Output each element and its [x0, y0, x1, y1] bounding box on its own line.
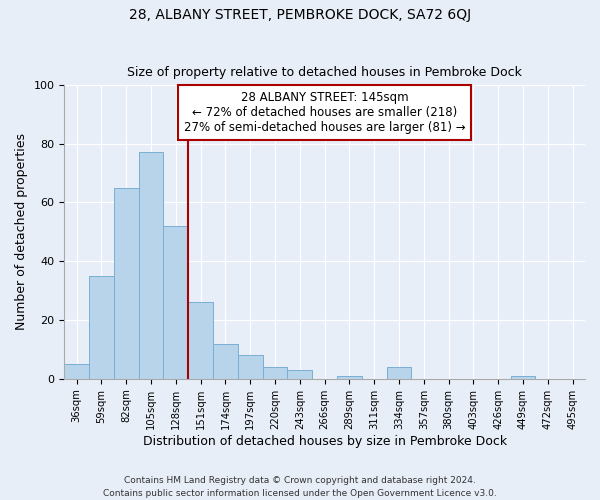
Bar: [337, 376, 362, 379]
Y-axis label: Number of detached properties: Number of detached properties: [15, 134, 28, 330]
Title: Size of property relative to detached houses in Pembroke Dock: Size of property relative to detached ho…: [127, 66, 522, 80]
Text: 28, ALBANY STREET, PEMBROKE DOCK, SA72 6QJ: 28, ALBANY STREET, PEMBROKE DOCK, SA72 6…: [129, 8, 471, 22]
Bar: [89, 276, 114, 379]
X-axis label: Distribution of detached houses by size in Pembroke Dock: Distribution of detached houses by size …: [143, 434, 507, 448]
Bar: [238, 356, 263, 379]
Bar: [64, 364, 89, 379]
Text: Contains HM Land Registry data © Crown copyright and database right 2024.
Contai: Contains HM Land Registry data © Crown c…: [103, 476, 497, 498]
Bar: [114, 188, 139, 379]
Bar: [386, 367, 412, 379]
Bar: [511, 376, 535, 379]
Bar: [139, 152, 163, 379]
Text: 28 ALBANY STREET: 145sqm
← 72% of detached houses are smaller (218)
27% of semi-: 28 ALBANY STREET: 145sqm ← 72% of detach…: [184, 90, 466, 134]
Bar: [263, 367, 287, 379]
Bar: [213, 344, 238, 379]
Bar: [163, 226, 188, 379]
Bar: [188, 302, 213, 379]
Bar: [287, 370, 312, 379]
